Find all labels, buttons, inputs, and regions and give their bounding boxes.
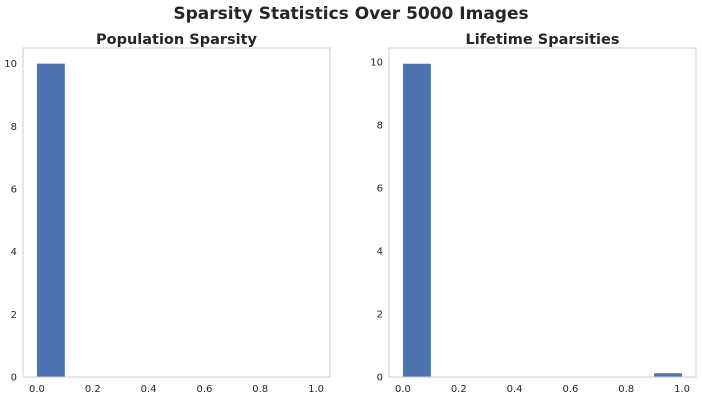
- x-tick-label: 0.2: [451, 384, 467, 395]
- y-tick-label: 6: [11, 185, 17, 196]
- x-tick-label: 1.0: [674, 384, 690, 395]
- x-tick-label: 0.6: [196, 384, 212, 395]
- y-tick-label: 6: [377, 184, 383, 195]
- x-tick-label: 0.6: [562, 384, 578, 395]
- population-sparsity-panel: Population Sparsity 0.0 0.2 0.4 0.6 0.8 1.0 0 2 4…: [4, 32, 331, 395]
- y-tick-label: 10: [370, 58, 383, 69]
- x-tick-label: 0.2: [85, 384, 101, 395]
- x-tick-label: 0.8: [252, 384, 268, 395]
- lifetime-sparsities-panel: Lifetime Sparsities 0.0 0.2 0.4 0.6 0.8 1.0 0 2 4…: [370, 32, 697, 395]
- axes-frame: [388, 47, 697, 378]
- x-tick-label: 0.0: [395, 384, 411, 395]
- y-tick-label: 8: [11, 122, 17, 133]
- x-tick-label: 0.8: [618, 384, 634, 395]
- y-tick-label: 0: [11, 373, 17, 384]
- y-tick-label: 0: [377, 373, 383, 384]
- x-tick-label: 1.0: [308, 384, 324, 395]
- figure-title: Sparsity Statistics Over 5000 Images: [173, 4, 529, 24]
- axes-title: Lifetime Sparsities: [466, 32, 620, 48]
- axes-frame: [22, 47, 331, 378]
- x-tick-label: 0.4: [507, 384, 523, 395]
- histogram-bar: [36, 63, 65, 378]
- histogram-bar: [654, 373, 683, 377]
- histogram-bar: [402, 63, 431, 377]
- x-tick-label: 0.4: [141, 384, 157, 395]
- y-tick-label: 10: [4, 59, 17, 70]
- axes-title: Population Sparsity: [96, 32, 258, 48]
- y-tick-label: 2: [377, 310, 383, 321]
- y-tick-label: 2: [11, 310, 17, 321]
- x-tick-label: 0.0: [29, 384, 45, 395]
- y-tick-label: 8: [377, 121, 383, 132]
- y-tick-label: 4: [11, 247, 17, 258]
- y-tick-label: 4: [377, 247, 383, 258]
